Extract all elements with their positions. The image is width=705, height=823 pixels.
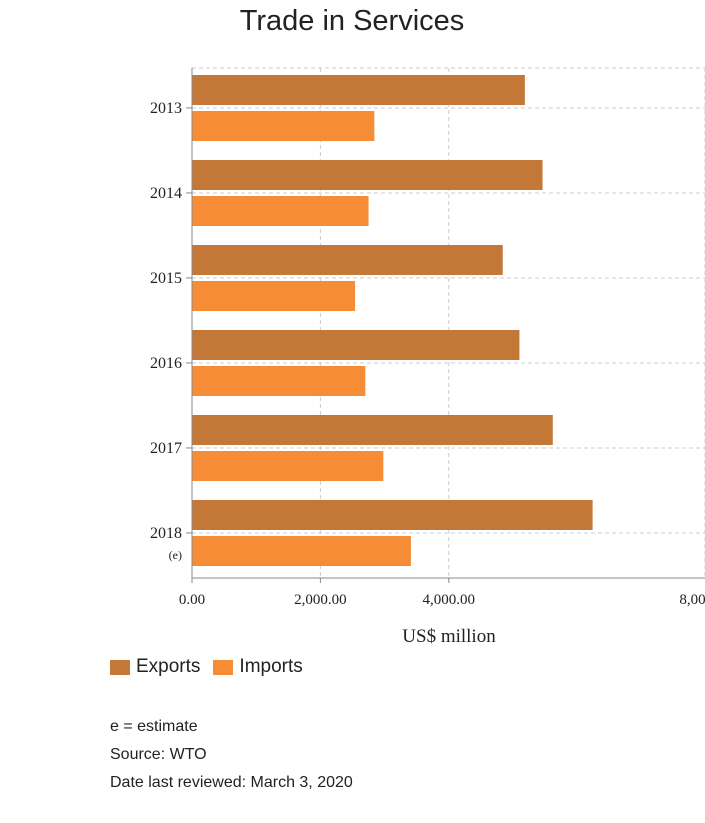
y-tick-label-2017: 2017	[150, 440, 182, 457]
bar-imports-2013	[192, 111, 375, 141]
bar-exports-2013	[192, 75, 525, 105]
legend-label-exports: Exports	[136, 656, 201, 677]
legend-swatch-imports	[213, 659, 234, 675]
y-tick-label-2013: 2013	[150, 100, 182, 117]
legend: Exports Imports	[110, 656, 316, 678]
legend-item-imports: Imports	[213, 656, 303, 678]
bar-imports-2018	[192, 536, 411, 566]
bar-exports-2016	[192, 330, 520, 360]
bar-exports-2014	[192, 160, 543, 190]
trade-chart: Trade in Services 2013201420152016201720…	[150, 5, 705, 647]
estimate-note: e = estimate	[110, 718, 198, 735]
chart-title: Trade in Services	[240, 5, 465, 37]
bar-imports-2016	[192, 366, 366, 396]
chart-notes: e = estimate Source: WTO Date last revie…	[110, 713, 353, 797]
y-tick-labels: 2013 2014 2015 2016 2017 2018 (e)	[150, 100, 192, 562]
y-tick-label-2016: 2016	[150, 355, 182, 372]
bars	[192, 75, 593, 566]
x-tick-label: 4,000.00	[423, 592, 476, 608]
y-tick-note-2018: (e)	[169, 548, 182, 562]
legend-swatch-exports	[110, 659, 130, 675]
review-date-note: Date last reviewed: March 3, 2020	[110, 774, 353, 791]
y-tick-label-2018: 2018	[150, 525, 182, 542]
x-tick-label: 2,000.00	[294, 592, 347, 608]
legend-label-imports: Imports	[239, 656, 303, 677]
x-tick-labels: 0.00 2,000.00 4,000.00 8,000.00	[179, 578, 705, 608]
bar-imports-2015	[192, 281, 356, 311]
bar-exports-2015	[192, 245, 503, 275]
x-tick-label: 0.00	[179, 592, 205, 608]
bar-exports-2017	[192, 415, 553, 445]
bar-exports-2018	[192, 500, 593, 530]
x-tick-label: 8,000.00	[679, 592, 705, 608]
source-note: Source: WTO	[110, 746, 207, 763]
y-tick-label-2014: 2014	[150, 185, 182, 202]
x-axis-label: US$ million	[402, 626, 496, 647]
bar-imports-2017	[192, 451, 384, 481]
y-tick-label-2015: 2015	[150, 270, 182, 287]
legend-item-exports: Exports	[110, 656, 200, 678]
gridlines	[192, 67, 705, 578]
bar-imports-2014	[192, 196, 369, 226]
